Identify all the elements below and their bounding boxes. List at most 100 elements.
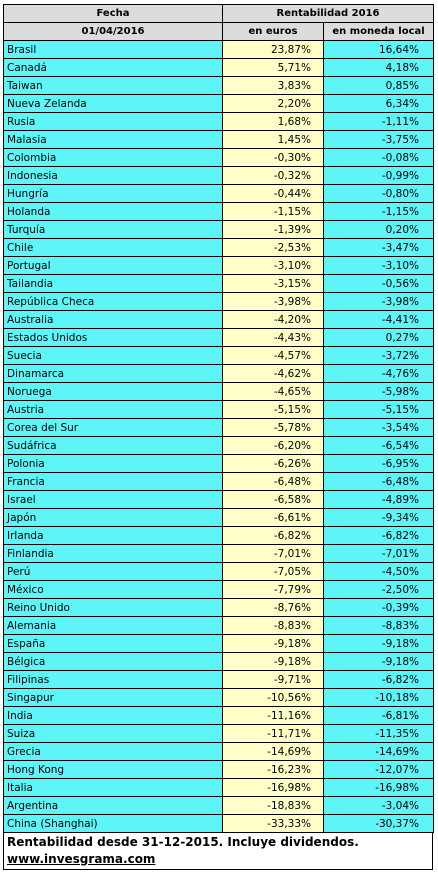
return-cell: -8,76% [222, 598, 324, 617]
return-cell: -7,01% [322, 544, 435, 563]
return-cell: -0,99% [322, 166, 435, 185]
return-cell: -9,18% [222, 634, 324, 653]
country-cell: Noruega [3, 382, 223, 401]
return-cell: -1,15% [322, 202, 435, 221]
return-cell: -6,54% [322, 436, 435, 455]
table-row: Bélgica -9,18% -9,18% [3, 652, 435, 671]
return-cell: -6,95% [322, 454, 435, 473]
return-cell: -7,01% [222, 544, 324, 563]
returns-table: Fecha Rentabilidad 2016 01/04/2016 en eu… [3, 4, 435, 833]
return-cell: -12,07% [322, 760, 435, 779]
table-row: Suecia -4,57% -3,72% [3, 346, 435, 365]
return-cell: -0,30% [222, 148, 324, 167]
return-cell: -16,98% [322, 778, 435, 797]
return-cell: -4,41% [322, 310, 435, 329]
return-cell: -11,16% [222, 706, 324, 725]
return-cell: -4,57% [222, 346, 324, 365]
country-cell: Italia [3, 778, 223, 797]
return-cell: -8,83% [222, 616, 324, 635]
return-cell: 3,83% [222, 76, 324, 95]
country-cell: Suecia [3, 346, 223, 365]
return-cell: -14,69% [322, 742, 435, 761]
country-cell: Rusia [3, 112, 223, 131]
country-cell: Estados Unidos [3, 328, 223, 347]
return-cell: 0,27% [322, 328, 435, 347]
table-row: Australia -4,20% -4,41% [3, 310, 435, 329]
return-cell: -11,35% [322, 724, 435, 743]
country-cell: México [3, 580, 223, 599]
country-cell: Hong Kong [3, 760, 223, 779]
return-cell: -1,11% [322, 112, 435, 131]
return-cell: -16,23% [222, 760, 324, 779]
return-cell: 6,34% [322, 94, 435, 113]
country-cell: Tailandia [3, 274, 223, 293]
return-cell: -7,79% [222, 580, 324, 599]
return-cell: -0,80% [322, 184, 435, 203]
return-cell: -4,76% [322, 364, 435, 383]
country-cell: Irlanda [3, 526, 223, 545]
table-row: China (Shanghai) -33,33% -30,37% [3, 814, 435, 833]
footer: Rentabilidad desde 31-12-2015. Incluye d… [3, 833, 433, 870]
return-cell: -5,78% [222, 418, 324, 437]
country-cell: Colombia [3, 148, 223, 167]
table-row: Nueva Zelanda 2,20% 6,34% [3, 94, 435, 113]
table-row: Corea del Sur -5,78% -3,54% [3, 418, 435, 437]
return-cell: -1,15% [222, 202, 324, 221]
header-row: Fecha Rentabilidad 2016 [3, 4, 435, 23]
return-cell: -3,98% [322, 292, 435, 311]
return-cell: 1,68% [222, 112, 324, 131]
return-cell: -5,15% [322, 400, 435, 419]
country-cell: Australia [3, 310, 223, 329]
return-cell: -6,82% [322, 670, 435, 689]
return-cell: -11,71% [222, 724, 324, 743]
return-cell: -3,15% [222, 274, 324, 293]
return-cell: -1,39% [222, 220, 324, 239]
return-cell: -9,18% [222, 652, 324, 671]
table-row: Tailandia -3,15% -0,56% [3, 274, 435, 293]
return-cell: -4,89% [322, 490, 435, 509]
country-cell: Indonesia [3, 166, 223, 185]
table-row: Alemania -8,83% -8,83% [3, 616, 435, 635]
table-row: Colombia -0,30% -0,08% [3, 148, 435, 167]
return-cell: -0,39% [322, 598, 435, 617]
return-cell: -6,26% [222, 454, 324, 473]
table-row: Singapur -10,56% -10,18% [3, 688, 435, 707]
return-cell: -0,32% [222, 166, 324, 185]
country-cell: Alemania [3, 616, 223, 635]
country-cell: Sudáfrica [3, 436, 223, 455]
country-cell: España [3, 634, 223, 653]
country-cell: Grecia [3, 742, 223, 761]
country-cell: India [3, 706, 223, 725]
footer-link[interactable]: www.invesgrama.com [7, 852, 156, 866]
country-cell: Canadá [3, 58, 223, 77]
country-cell: China (Shanghai) [3, 814, 223, 833]
country-cell: Argentina [3, 796, 223, 815]
country-cell: Francia [3, 472, 223, 491]
return-cell: -6,81% [322, 706, 435, 725]
return-cell: 5,71% [222, 58, 324, 77]
return-cell: -6,48% [322, 472, 435, 491]
return-cell: -4,20% [222, 310, 324, 329]
country-cell: Polonia [3, 454, 223, 473]
header-cell: en euros [222, 22, 324, 41]
return-cell: -0,56% [322, 274, 435, 293]
table-row: Filipinas -9,71% -6,82% [3, 670, 435, 689]
return-cell: -4,62% [222, 364, 324, 383]
table-row: México -7,79% -2,50% [3, 580, 435, 599]
country-cell: Suiza [3, 724, 223, 743]
country-cell: Reino Unido [3, 598, 223, 617]
country-cell: Filipinas [3, 670, 223, 689]
return-cell: -3,72% [322, 346, 435, 365]
return-cell: -6,82% [222, 526, 324, 545]
country-cell: Finlandia [3, 544, 223, 563]
return-cell: 23,87% [222, 40, 324, 59]
table-row: República Checa -3,98% -3,98% [3, 292, 435, 311]
table-row: Irlanda -6,82% -6,82% [3, 526, 435, 545]
return-cell: -6,20% [222, 436, 324, 455]
table-row: Japón -6,61% -9,34% [3, 508, 435, 527]
table-row: Grecia -14,69% -14,69% [3, 742, 435, 761]
return-cell: -6,58% [222, 490, 324, 509]
header-cell: Rentabilidad 2016 [221, 4, 435, 23]
table-row: Turquía -1,39% 0,20% [3, 220, 435, 239]
